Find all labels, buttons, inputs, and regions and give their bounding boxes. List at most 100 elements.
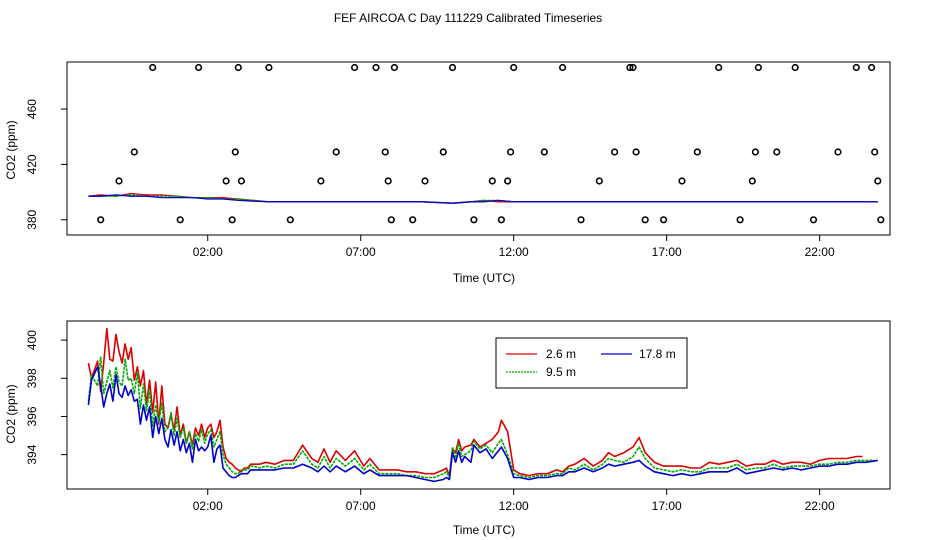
bottom-x-tick-label: 22:00 bbox=[805, 499, 835, 513]
flag-marker bbox=[231, 148, 239, 156]
bottom-series-17-8-m bbox=[87, 365, 878, 483]
flag-marker bbox=[228, 216, 236, 224]
flag-marker bbox=[659, 216, 668, 224]
bottom-series-9-5-m bbox=[87, 356, 875, 479]
flag-marker bbox=[877, 216, 885, 224]
flag-marker bbox=[558, 63, 567, 72]
flag-marker bbox=[751, 148, 760, 156]
flag-marker bbox=[577, 216, 585, 224]
flag-marker bbox=[736, 216, 744, 224]
flag-marker bbox=[222, 177, 230, 185]
top-plot-frame bbox=[66, 61, 891, 236]
bottom-y-tick-label: 398 bbox=[25, 368, 39, 388]
top-y-tick-label: 420 bbox=[25, 154, 39, 174]
top-x-tick-label: 12:00 bbox=[499, 245, 529, 259]
bottom-y-axis-label: CO2 (ppm) bbox=[4, 384, 18, 443]
flag-marker bbox=[871, 148, 879, 156]
legend-label-17-8m: 17.8 m bbox=[639, 347, 676, 361]
flag-marker bbox=[265, 63, 273, 72]
bottom-x-tick-label: 17:00 bbox=[652, 499, 682, 513]
chart-legend: 2.6 m 9.5 m 17.8 m bbox=[495, 337, 688, 389]
flag-marker bbox=[286, 216, 294, 224]
bottom-y-axis: 394 396 398 400 bbox=[25, 330, 67, 465]
flag-marker bbox=[448, 63, 457, 72]
top-x-tick-label: 17:00 bbox=[652, 245, 682, 259]
flag-marker bbox=[678, 177, 686, 185]
flag-marker bbox=[748, 177, 756, 185]
flag-marker bbox=[852, 63, 860, 72]
legend-box bbox=[495, 337, 688, 389]
top-x-tick-label: 02:00 bbox=[193, 245, 223, 259]
flag-marker bbox=[176, 216, 184, 224]
bottom-series-2-6-m bbox=[87, 327, 863, 477]
top-y-axis: 380 420 460 bbox=[25, 99, 67, 230]
bottom-y-tick-label: 394 bbox=[25, 444, 39, 464]
flag-marker bbox=[332, 148, 340, 156]
flag-marker bbox=[791, 63, 799, 72]
flag-marker bbox=[641, 216, 649, 224]
top-y-tick-label: 460 bbox=[25, 99, 39, 119]
bottom-x-tick-label: 07:00 bbox=[346, 499, 376, 513]
flag-marker bbox=[488, 177, 496, 185]
flag-marker bbox=[610, 148, 619, 156]
top-y-axis-label: CO2 (ppm) bbox=[4, 120, 18, 179]
top-flag-markers bbox=[97, 63, 885, 224]
panel-bottom-co2: 02:00 07:00 12:00 17:00 22:00 394 396 398 400 T… bbox=[4, 320, 891, 537]
flag-marker bbox=[387, 216, 395, 224]
bottom-y-tick-label: 400 bbox=[25, 330, 39, 350]
flag-marker bbox=[351, 63, 359, 72]
bottom-x-axis: 02:00 07:00 12:00 17:00 22:00 bbox=[193, 489, 835, 513]
flag-marker bbox=[540, 148, 548, 156]
bottom-y-tick-label: 396 bbox=[25, 406, 39, 426]
flag-marker bbox=[504, 177, 512, 185]
bottom-plot-frame bbox=[66, 320, 891, 490]
top-series-17-8-m bbox=[88, 194, 878, 204]
top-x-tick-label: 07:00 bbox=[346, 245, 376, 259]
flag-marker bbox=[809, 216, 818, 224]
flag-marker bbox=[384, 177, 392, 185]
flag-marker bbox=[632, 148, 640, 156]
top-x-axis-label: Time (UTC) bbox=[453, 271, 515, 285]
legend-label-9-5m: 9.5 m bbox=[546, 365, 576, 379]
flag-marker bbox=[372, 63, 380, 72]
flag-marker bbox=[439, 148, 447, 156]
panel-top-flags: 02:00 07:00 12:00 17:00 22:00 380 420 460 Time… bbox=[4, 61, 891, 285]
flag-marker bbox=[390, 63, 399, 72]
bottom-x-axis-label: Time (UTC) bbox=[453, 523, 515, 537]
flag-marker bbox=[237, 177, 245, 185]
flag-marker bbox=[130, 148, 138, 156]
flag-marker bbox=[97, 216, 105, 224]
flag-marker bbox=[626, 63, 634, 72]
flag-marker bbox=[629, 63, 637, 72]
flag-marker bbox=[874, 177, 882, 185]
flag-marker bbox=[381, 148, 389, 156]
top-x-tick-label: 22:00 bbox=[805, 245, 835, 259]
bottom-x-tick-label: 02:00 bbox=[193, 499, 223, 513]
flag-marker bbox=[510, 63, 518, 72]
flag-marker bbox=[317, 177, 325, 185]
flag-marker bbox=[507, 148, 515, 156]
flag-marker bbox=[773, 148, 781, 156]
flag-marker bbox=[115, 177, 123, 185]
flag-marker bbox=[867, 63, 876, 72]
flag-marker bbox=[470, 216, 478, 224]
flag-marker bbox=[693, 148, 701, 156]
flag-marker bbox=[595, 177, 603, 185]
top-series-9-5-m bbox=[88, 194, 878, 204]
flag-marker bbox=[195, 63, 203, 72]
bottom-x-tick-label: 12:00 bbox=[499, 499, 529, 513]
flag-marker bbox=[754, 63, 763, 72]
flag-marker bbox=[409, 216, 417, 224]
top-x-axis: 02:00 07:00 12:00 17:00 22:00 bbox=[193, 235, 835, 259]
bottom-series-lines bbox=[87, 327, 878, 483]
flag-marker bbox=[149, 63, 157, 72]
legend-label-2-6m: 2.6 m bbox=[546, 347, 576, 361]
flag-marker bbox=[834, 148, 842, 156]
flag-marker bbox=[421, 177, 429, 185]
top-series-lines bbox=[88, 192, 878, 204]
top-y-tick-label: 380 bbox=[25, 209, 39, 229]
flag-marker bbox=[715, 63, 723, 72]
flag-marker bbox=[234, 63, 242, 72]
flag-marker bbox=[497, 216, 506, 224]
